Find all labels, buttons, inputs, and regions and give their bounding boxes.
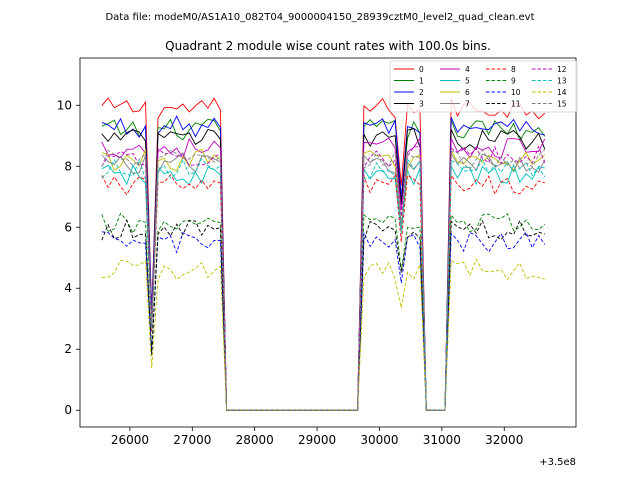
legend-label-9: 9: [511, 77, 516, 86]
legend-label-2: 2: [419, 88, 424, 97]
legend-label-3: 3: [419, 100, 424, 109]
x-axis-offset-label: +3.5e8: [539, 457, 576, 468]
legend-label-14: 14: [557, 88, 567, 97]
x-tick-label: 31000: [423, 433, 461, 447]
legend-label-11: 11: [511, 100, 521, 109]
x-tick-label: 26000: [111, 433, 149, 447]
legend-label-13: 13: [557, 77, 567, 86]
series-line-11: [101, 218, 545, 411]
x-tick-label: 30000: [360, 433, 398, 447]
series-line-7: [101, 152, 546, 411]
series-line-15: [101, 149, 546, 411]
y-tick-label: 10: [57, 98, 72, 112]
series-line-6: [101, 148, 546, 411]
series-line-12: [101, 145, 546, 411]
series-line-0: [101, 97, 546, 411]
x-tick-label: 29000: [298, 433, 336, 447]
chart-title: Quadrant 2 module wise count rates with …: [165, 39, 491, 53]
chart-suptitle: Data file: modeM0/AS1A10_082T04_90000041…: [105, 12, 534, 23]
series-line-2: [101, 115, 545, 411]
series-line-8: [101, 173, 545, 411]
x-tick-label: 27000: [173, 433, 211, 447]
x-tick-label: 28000: [236, 433, 274, 447]
series-line-1: [101, 118, 546, 411]
x-tick-label: 32000: [485, 433, 523, 447]
series-line-3: [101, 128, 546, 411]
y-tick-label: 0: [64, 403, 72, 417]
series-line-10: [101, 231, 546, 411]
series-line-5: [101, 163, 545, 411]
axes-frame: [79, 57, 577, 428]
y-tick-label: 4: [64, 281, 72, 295]
series-group: [101, 97, 546, 411]
legend-label-8: 8: [511, 65, 516, 74]
y-tick-label: 8: [64, 159, 72, 173]
plot-area: 26000 27000 28000 29000 30000 31000 32000 0 2 4 6 8…: [57, 57, 578, 447]
legend-label-5: 5: [465, 77, 470, 86]
y-tick-label: 6: [64, 220, 72, 234]
legend-label-15: 15: [557, 100, 567, 109]
series-line-9: [101, 212, 546, 411]
y-tick-label: 2: [64, 342, 72, 356]
legend-label-12: 12: [557, 65, 567, 74]
legend-label-10: 10: [511, 88, 521, 97]
legend-label-4: 4: [465, 65, 470, 74]
legend-label-0: 0: [419, 65, 424, 74]
legend-box: [389, 60, 578, 113]
legend-label-1: 1: [419, 77, 424, 86]
legend-label-7: 7: [465, 100, 470, 109]
legend-label-6: 6: [465, 88, 470, 97]
series-line-13: [101, 157, 546, 411]
series-line-14: [101, 258, 545, 411]
